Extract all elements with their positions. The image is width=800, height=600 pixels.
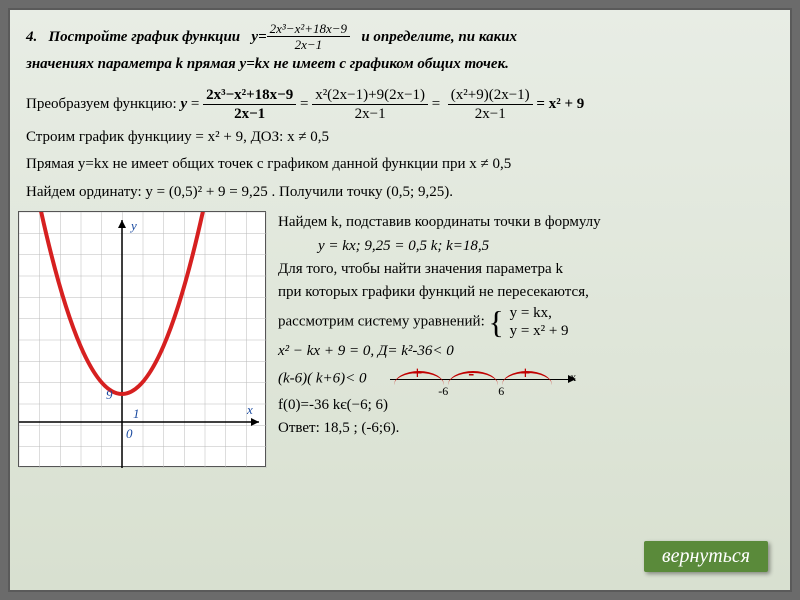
- problem-number: 4.: [26, 29, 37, 45]
- fzero-row: f(0)=-36 kє(−6; 6): [278, 394, 782, 417]
- problem-prefix: Постройте график функции: [49, 29, 241, 45]
- brace-icon: {: [489, 313, 504, 332]
- para2: при которых графики функций не пересекаю…: [278, 281, 782, 304]
- one-label: 1: [133, 406, 140, 422]
- ordinate-row: Найдем ординату: y = (0,5)² + 9 = 9,25 .…: [26, 180, 774, 206]
- y-label: y: [131, 218, 137, 234]
- zero-label: 0: [126, 426, 133, 442]
- build-row: Строим график функцииy = x² + 9, ДОЗ: x …: [26, 125, 774, 151]
- para1: Для того, чтобы найти значения параметра…: [278, 258, 782, 281]
- transform-label: Преобразуем функцию:: [26, 97, 180, 113]
- minus-sign: -: [468, 360, 474, 388]
- factored-row: (k-6)( k+6)< 0 + - + -6 6 x: [278, 364, 782, 394]
- sys-eq2: y = x² + 9: [510, 322, 569, 340]
- k-calc: y = kx; 9,25 = 0,5 k; k=18,5: [278, 235, 782, 258]
- nine-label: 9: [106, 387, 113, 403]
- problem-suffix: и определите, пи каких: [361, 29, 517, 45]
- number-line: + - + -6 6 x: [390, 364, 580, 394]
- frac-num: 2x³−x²+18x−9: [267, 22, 350, 37]
- line-note: Прямая y=kx не имеет общих точек с графи…: [26, 152, 774, 178]
- graph-svg: [19, 212, 267, 468]
- sys-eq1: y = kx,: [510, 304, 569, 322]
- problem-line2: значениях параметра k прямая y=kx не име…: [26, 56, 509, 72]
- answer-row: Ответ: 18,5 ; (-6;6).: [278, 417, 782, 440]
- plus-sign-2: +: [520, 360, 530, 388]
- parabola-graph: // placeholder — grid drawn below via lo…: [18, 211, 266, 467]
- pos6-label: 6: [498, 382, 504, 401]
- consider-row: рассмотрим систему уравнений: { y = kx, …: [278, 304, 782, 340]
- x-label: x: [247, 402, 253, 418]
- transform-row: Преобразуем функцию: y = 2x³−x²+18x−92x−…: [26, 87, 774, 123]
- neg6-label: -6: [438, 382, 448, 401]
- find-k: Найдем k, подставив координаты точки в ф…: [278, 211, 782, 234]
- return-button[interactable]: вернуться: [644, 541, 768, 572]
- plus-sign: +: [412, 360, 422, 388]
- frac-den: 2x−1: [267, 37, 350, 53]
- x-axis-label: x: [570, 368, 576, 387]
- problem-statement: 4. Постройте график функции y=2x³−x²+18x…: [10, 10, 790, 81]
